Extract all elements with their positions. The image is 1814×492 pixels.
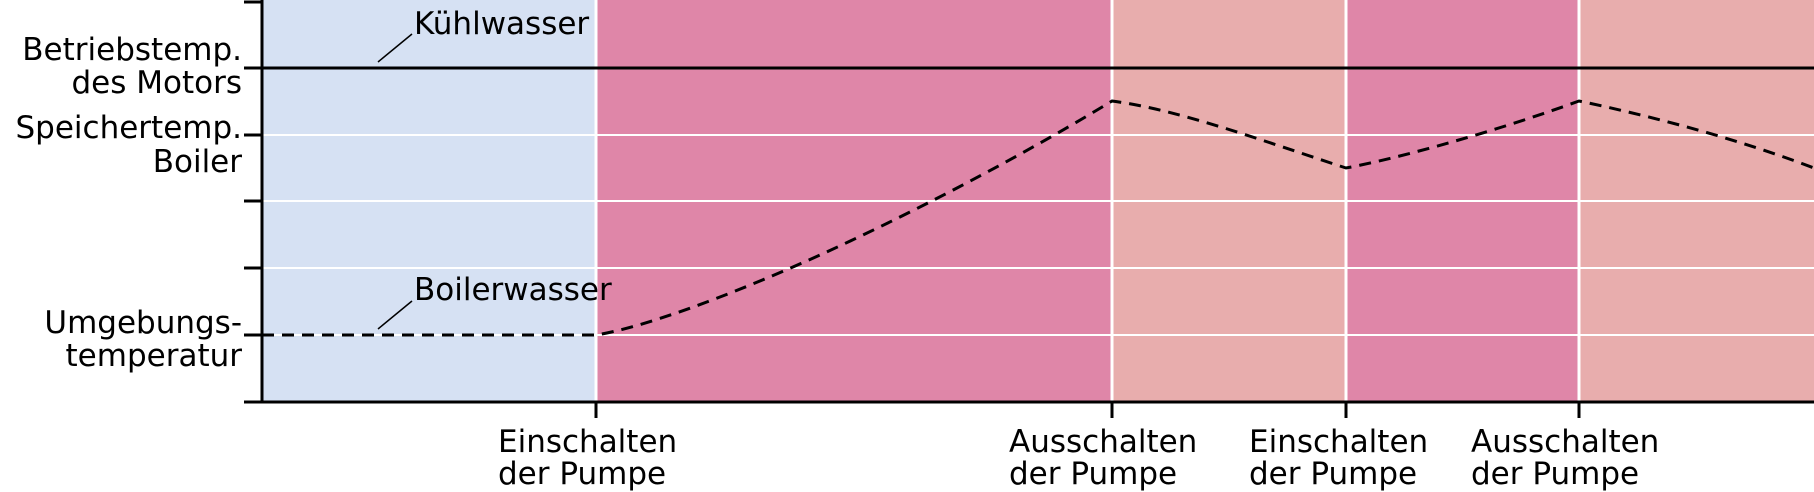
boiler-water-curve <box>262 99 1814 337</box>
engine-temp-label-line1: Betriebstemp. <box>22 32 242 68</box>
coolant-leader-line <box>377 33 413 63</box>
gridlines <box>262 134 1814 336</box>
event-label-line1: Einschalten <box>498 424 677 460</box>
event-label-line2: der Pumpe <box>1009 456 1177 492</box>
annotation-leaders <box>377 33 413 330</box>
boiler-water-annotation: Boilerwasser <box>414 272 612 308</box>
event-labels: Einschalten der Pumpe Ausschalten der Pu… <box>498 424 1659 492</box>
event-label-line1: Einschalten <box>1249 424 1428 460</box>
coolant-annotation: Kühlwasser <box>414 6 589 42</box>
event-label-line2: der Pumpe <box>1471 456 1639 492</box>
boiler-water-leader-line <box>377 300 413 330</box>
event-label-line2: der Pumpe <box>1249 456 1417 492</box>
engine-temp-label-line2: des Motors <box>72 65 243 101</box>
storage-temp-label-line2: Boiler <box>153 144 243 180</box>
axes <box>244 0 1814 418</box>
ambient-temp-label-line1: Umgebungs- <box>44 305 242 341</box>
y-axis-labels: Betriebstemp. des Motors Speichertemp. B… <box>15 32 242 374</box>
event-label-line2: der Pumpe <box>498 456 666 492</box>
ambient-temp-label-line2: temperatur <box>66 338 243 374</box>
storage-temp-label-line1: Speichertemp. <box>15 110 242 146</box>
event-label-line1: Ausschalten <box>1009 424 1197 460</box>
event-label-line1: Ausschalten <box>1471 424 1659 460</box>
